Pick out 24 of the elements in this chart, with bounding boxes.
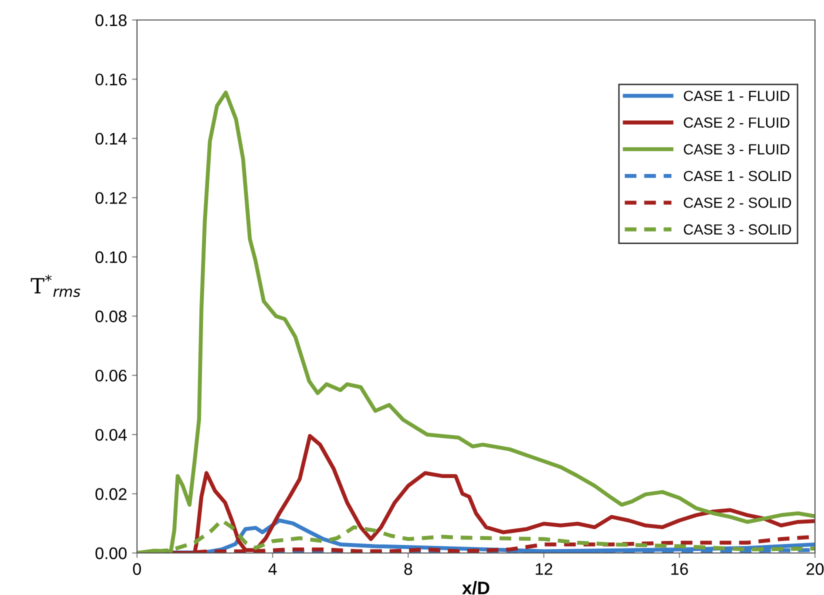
legend-label: CASE 2 - SOLID: [684, 198, 792, 208]
y-tick-label: 0.18: [95, 14, 127, 26]
legend-label: CASE 2 - FLUID: [684, 117, 790, 128]
x-tick-label: 8: [404, 563, 412, 575]
x-tick-label: 16: [671, 563, 688, 575]
y-tick-label: 0.08: [95, 310, 127, 322]
legend-label: CASE 1 - FLUID: [684, 90, 790, 102]
y-tick-label: 0.14: [95, 132, 127, 145]
x-tick-label: 12: [536, 563, 552, 575]
y-tick-label: 0.04: [95, 428, 127, 441]
y-tick-label: 0.06: [95, 370, 127, 382]
y-tick-label: 0.16: [95, 74, 127, 86]
y-tick-label: 0.12: [95, 192, 126, 204]
x-tick-label: 20: [806, 563, 824, 575]
legend-label: CASE 1 - SOLID: [684, 170, 792, 182]
legend-label: CASE 3 - FLUID: [684, 144, 790, 154]
x-tick-label: 4: [268, 563, 277, 575]
y-tick-label: 0.00: [95, 547, 127, 560]
x-axis-title: x/D: [462, 581, 490, 594]
y-tick-label: 0.10: [95, 251, 127, 264]
x-tick-label: 0: [133, 563, 141, 575]
y-axis-title: T$^{*}$$_{rms}$: [30, 274, 80, 297]
y-tick-label: 0.02: [95, 488, 126, 500]
legend-label: CASE 3 - SOLID: [684, 224, 792, 235]
